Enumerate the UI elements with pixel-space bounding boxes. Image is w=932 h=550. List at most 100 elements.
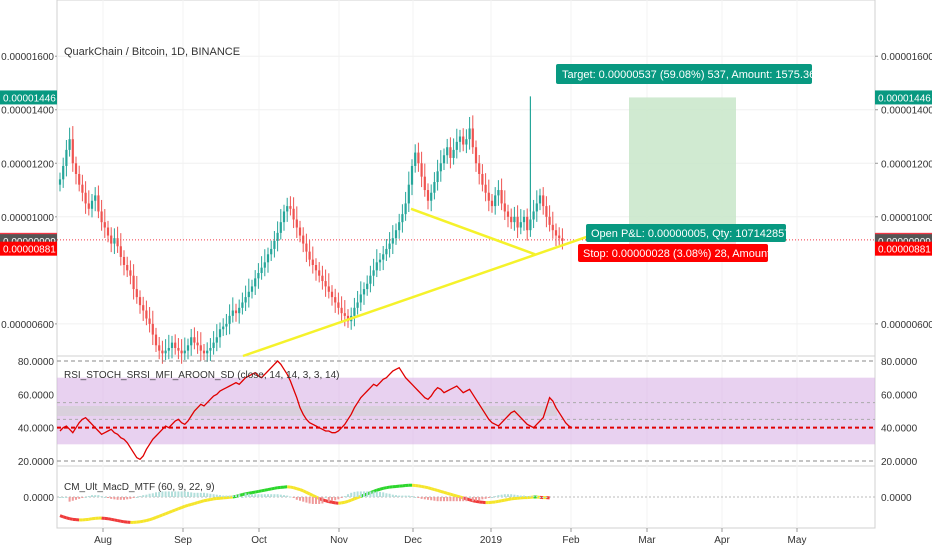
price-tag-stop-left-text: 0.00000881 bbox=[3, 245, 56, 256]
candle-body bbox=[359, 294, 362, 303]
macd-histogram-bar bbox=[94, 495, 97, 497]
macd-histogram-bar bbox=[340, 497, 343, 498]
macd-histogram-bar bbox=[491, 497, 493, 498]
macd-line-segment bbox=[142, 519, 147, 523]
macd-line-segment bbox=[261, 488, 266, 493]
macd-histogram-bar bbox=[289, 496, 292, 498]
macd-histogram-bar bbox=[215, 494, 218, 497]
macd-histogram-bar bbox=[388, 493, 391, 497]
macd-histogram-bar bbox=[129, 497, 132, 499]
price-tag-target-left-text: 0.00001446 bbox=[3, 93, 56, 104]
candle-body bbox=[68, 139, 71, 150]
price-tag-target-right-text: 0.00001446 bbox=[878, 93, 931, 104]
macd-histogram-bar bbox=[87, 496, 90, 498]
macd-line-segment bbox=[158, 513, 163, 518]
macd-line-segment bbox=[258, 489, 262, 493]
macd-histogram-bar bbox=[443, 497, 445, 502]
macd-line-segment bbox=[430, 487, 435, 492]
macd-histogram-bar bbox=[81, 497, 84, 498]
macd-histogram-bar bbox=[148, 493, 151, 497]
macd-histogram-bar bbox=[308, 497, 311, 504]
macd-histogram-bar bbox=[513, 494, 516, 497]
macd-line-segment bbox=[443, 490, 448, 495]
rsi-indicator: 80.0000 80.0000 60.0000 60.0000 40.0000 40.00… bbox=[18, 357, 918, 468]
macd-histogram-bar bbox=[295, 497, 298, 500]
macd-line-segment bbox=[165, 511, 170, 516]
price-tick-right: 0.00001200 bbox=[881, 159, 932, 170]
macd-histogram-bar bbox=[263, 494, 266, 497]
open-pnl-text: Open P&L: 0.00000005, Qty: 107142857 bbox=[591, 228, 790, 240]
candle-body bbox=[414, 152, 417, 166]
macd-indicator: 0.0000 0.0000 bbox=[23, 483, 912, 524]
macd-histogram-bar bbox=[107, 497, 109, 498]
macd-line-segment bbox=[379, 486, 384, 491]
candle-body bbox=[116, 238, 119, 247]
candles bbox=[58, 96, 564, 364]
macd-line-segment bbox=[418, 484, 422, 488]
macd-line-segment bbox=[197, 500, 202, 505]
macd-line-segment bbox=[190, 502, 195, 506]
macd-line-segment bbox=[296, 487, 301, 492]
macd-line-segment bbox=[501, 498, 506, 503]
candle-body bbox=[545, 206, 548, 217]
stop-label[interactable]: Stop: 0.00000028 (3.08%) 28, Amount: 970 bbox=[578, 244, 795, 262]
macd-histogram-bar bbox=[206, 493, 209, 497]
macd-histogram-bar bbox=[68, 497, 71, 502]
macd-histogram-bar bbox=[318, 497, 321, 504]
price-tick-left: 0.00001000 bbox=[1, 213, 54, 224]
macd-histogram-bar bbox=[155, 492, 157, 497]
candle-body bbox=[90, 200, 94, 209]
macd-histogram-bar bbox=[452, 497, 455, 502]
candle-body bbox=[190, 337, 193, 346]
macd-histogram-bar bbox=[75, 497, 77, 500]
macd-histogram-bar bbox=[468, 497, 471, 498]
candle-body bbox=[465, 139, 468, 145]
macd-histogram-bar bbox=[193, 492, 196, 497]
macd-histogram-bar bbox=[375, 491, 378, 497]
candle-body bbox=[308, 251, 311, 260]
macd-histogram-bar bbox=[327, 497, 330, 502]
macd-line-segment bbox=[507, 497, 512, 501]
candle-body bbox=[410, 165, 414, 185]
open-pnl-label[interactable]: Open P&L: 0.00000005, Qty: 107142857 bbox=[586, 224, 790, 242]
time-tick: Oct bbox=[251, 535, 267, 546]
macd-histogram-bar bbox=[334, 497, 337, 501]
macd-line-segment bbox=[494, 499, 499, 504]
candle-body bbox=[244, 297, 247, 303]
macd-histogram-bar bbox=[395, 495, 397, 497]
candle-body bbox=[474, 147, 478, 164]
macd-line-segment bbox=[456, 494, 461, 499]
candle-body bbox=[324, 281, 327, 287]
target-zone bbox=[629, 97, 736, 242]
candle-body bbox=[378, 259, 382, 263]
candle-body bbox=[215, 337, 218, 343]
macd-line-segment bbox=[453, 493, 458, 498]
macd-histogram-bar bbox=[199, 492, 202, 497]
time-tick: May bbox=[788, 535, 807, 546]
price-tag-target-right bbox=[875, 90, 932, 105]
macd-histogram-bar bbox=[471, 497, 474, 502]
macd-line-segment bbox=[274, 486, 278, 490]
candle-body bbox=[177, 347, 180, 351]
candle-body bbox=[266, 254, 270, 263]
candle-body bbox=[100, 211, 103, 223]
candle-body bbox=[436, 171, 439, 183]
price-tick-right: 0.00000600 bbox=[881, 320, 932, 331]
candle-body bbox=[142, 305, 145, 311]
target-label[interactable]: Target: 0.00000537 (59.08%) 537, Amount:… bbox=[556, 64, 815, 84]
candle-body bbox=[97, 195, 100, 212]
macd-histogram-bar bbox=[135, 497, 138, 498]
candle-body bbox=[404, 203, 407, 215]
candle-body bbox=[257, 273, 260, 279]
candle-body bbox=[327, 286, 330, 292]
candle-body bbox=[382, 254, 385, 260]
trendlines[interactable] bbox=[242, 207, 607, 358]
candle-body bbox=[74, 163, 78, 174]
macd-line-segment bbox=[331, 500, 336, 505]
macd-histogram-bar bbox=[167, 491, 170, 497]
macd-histogram-bar bbox=[366, 491, 369, 497]
candle-body bbox=[103, 222, 106, 228]
candle-body bbox=[529, 219, 532, 231]
candle-body bbox=[254, 278, 257, 287]
